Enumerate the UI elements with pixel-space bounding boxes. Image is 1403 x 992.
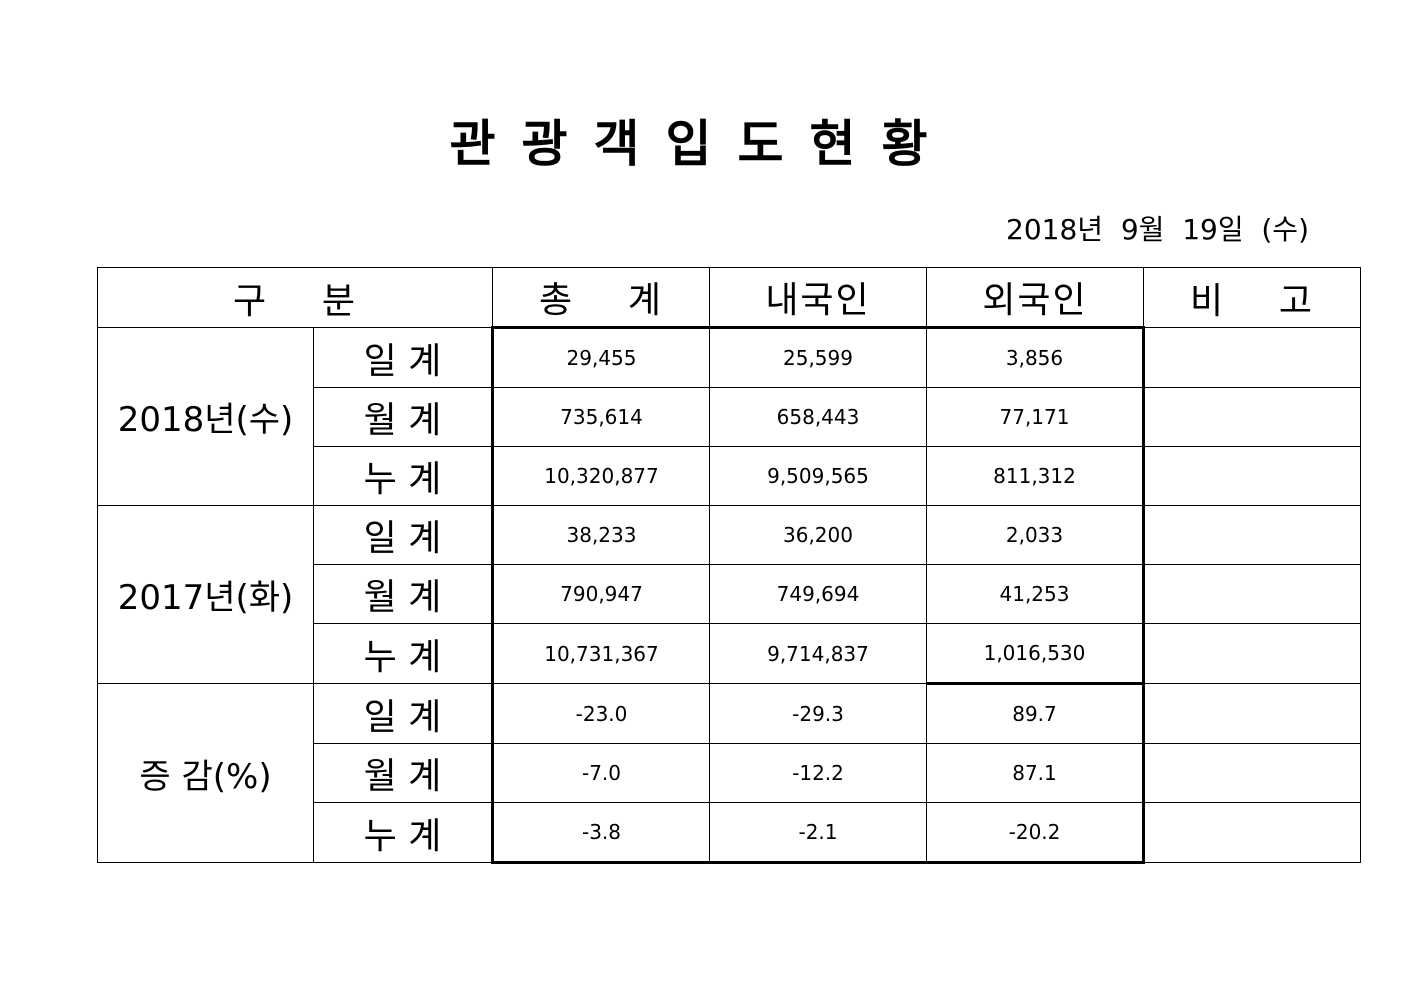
header-total: 총 계 bbox=[492, 267, 710, 328]
cell-domestic: 749,694 bbox=[709, 564, 927, 624]
row-label: 누 계 bbox=[313, 623, 493, 684]
cell-note bbox=[1143, 446, 1361, 506]
cell-foreign: 811,312 bbox=[926, 446, 1145, 506]
row-label: 월 계 bbox=[313, 743, 493, 803]
cell-note bbox=[1143, 387, 1361, 447]
tourist-arrivals-table: 구 분 총 계 내국인 외국인 비 고 2018년(수) 일 계 29,455 … bbox=[97, 267, 1361, 864]
cell-foreign: -20.2 bbox=[926, 802, 1145, 864]
cell-note bbox=[1143, 623, 1361, 684]
header-foreign: 외국인 bbox=[926, 267, 1144, 328]
row-label: 월 계 bbox=[313, 387, 493, 447]
header-domestic: 내국인 bbox=[709, 267, 927, 328]
cell-foreign: 77,171 bbox=[926, 387, 1145, 447]
cell-note bbox=[1143, 802, 1361, 863]
cell-foreign: 3,856 bbox=[926, 326, 1145, 388]
cell-foreign: 87.1 bbox=[926, 743, 1145, 803]
row-label: 일 계 bbox=[313, 505, 493, 565]
table-row: 월 계 -7.0 -12.2 87.1 bbox=[98, 743, 1361, 803]
cell-total: -7.0 bbox=[491, 743, 710, 803]
cell-note bbox=[1143, 505, 1361, 565]
cell-domestic: -12.2 bbox=[709, 743, 927, 803]
row-label: 일 계 bbox=[313, 327, 493, 388]
cell-total: 10,320,877 bbox=[491, 446, 710, 506]
table-row: 증 감(%) 일 계 -23.0 -29.3 89.7 bbox=[97, 683, 1361, 863]
cell-domestic: -2.1 bbox=[709, 802, 927, 864]
cell-note bbox=[1143, 564, 1361, 624]
table-row: 누 계 10,320,877 9,509,565 811,312 bbox=[98, 446, 1361, 506]
header-note: 비 고 bbox=[1143, 267, 1361, 328]
cell-domestic: 36,200 bbox=[709, 505, 927, 565]
table-row: 2018년(수) 일 계 29,455 25,599 3,856 bbox=[97, 326, 1361, 506]
cell-domestic: -29.3 bbox=[709, 683, 927, 744]
cell-total: 10,731,367 bbox=[491, 623, 710, 684]
cell-domestic: 25,599 bbox=[709, 326, 927, 388]
cell-foreign: 89.7 bbox=[926, 683, 1145, 744]
cell-foreign: 41,253 bbox=[926, 564, 1145, 624]
cell-total: 29,455 bbox=[491, 326, 710, 388]
cell-domestic: 9,509,565 bbox=[709, 446, 927, 506]
cell-total: 790,947 bbox=[491, 564, 710, 624]
row-label: 월 계 bbox=[313, 564, 493, 624]
cell-total: -23.0 bbox=[491, 683, 710, 744]
cell-total: -3.8 bbox=[491, 802, 710, 864]
table-row: 누 계 -3.8 -2.1 -20.2 bbox=[98, 802, 1361, 864]
cell-note bbox=[1143, 327, 1361, 388]
row-label: 일 계 bbox=[313, 683, 493, 744]
row-label: 누 계 bbox=[313, 446, 493, 506]
row-label: 누 계 bbox=[313, 802, 493, 863]
table-row: 2017년(화) 일 계 38,233 36,200 2,033 bbox=[97, 505, 1361, 684]
header-row: 구 분 총 계 내국인 외국인 비 고 bbox=[97, 267, 1361, 328]
cell-foreign: 2,033 bbox=[926, 505, 1145, 565]
cell-foreign: 1,016,530 bbox=[926, 623, 1145, 685]
cell-note bbox=[1143, 743, 1361, 803]
group-label-2017: 2017년(화) bbox=[97, 505, 314, 684]
cell-total: 38,233 bbox=[491, 505, 710, 565]
group-label-change: 증 감(%) bbox=[97, 683, 314, 863]
group-label-2018: 2018년(수) bbox=[97, 327, 314, 506]
cell-domestic: 9,714,837 bbox=[709, 623, 927, 684]
header-category: 구 분 bbox=[97, 267, 493, 328]
cell-note bbox=[1143, 683, 1361, 744]
cell-total: 735,614 bbox=[491, 387, 710, 447]
page-title: 관광객입도현황 bbox=[449, 115, 954, 173]
cell-domestic: 658,443 bbox=[709, 387, 927, 447]
table-row: 누 계 10,731,367 9,714,837 1,016,530 bbox=[98, 623, 1361, 685]
report-date: 2018년 9월 19일 (수) bbox=[1006, 213, 1309, 246]
table-row: 월 계 790,947 749,694 41,253 bbox=[98, 564, 1361, 624]
